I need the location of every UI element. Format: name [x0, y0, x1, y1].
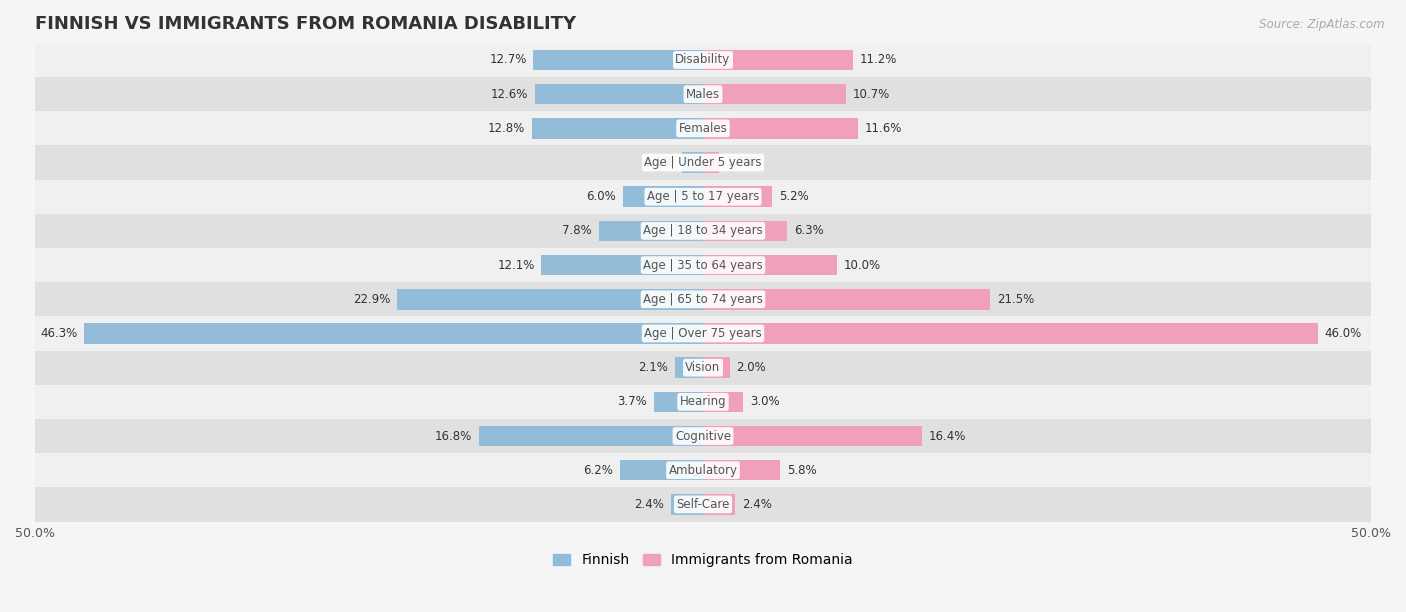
- Text: 12.1%: 12.1%: [498, 259, 534, 272]
- Text: Age | 65 to 74 years: Age | 65 to 74 years: [643, 293, 763, 306]
- Text: 5.2%: 5.2%: [779, 190, 808, 203]
- Bar: [623, 187, 703, 207]
- Text: Females: Females: [679, 122, 727, 135]
- Bar: [541, 255, 703, 275]
- Text: Males: Males: [686, 88, 720, 100]
- Text: Age | Over 75 years: Age | Over 75 years: [644, 327, 762, 340]
- Text: 2.0%: 2.0%: [737, 361, 766, 374]
- Bar: [703, 392, 744, 412]
- Text: 5.8%: 5.8%: [787, 464, 817, 477]
- Text: Age | Under 5 years: Age | Under 5 years: [644, 156, 762, 169]
- Bar: [396, 289, 703, 310]
- Text: 2.4%: 2.4%: [634, 498, 664, 511]
- Bar: [534, 84, 703, 105]
- Text: 22.9%: 22.9%: [353, 293, 391, 306]
- Text: 3.0%: 3.0%: [749, 395, 779, 408]
- Text: 12.8%: 12.8%: [488, 122, 526, 135]
- Bar: [703, 494, 735, 515]
- Bar: [35, 453, 1371, 487]
- Bar: [671, 494, 703, 515]
- Bar: [35, 385, 1371, 419]
- Bar: [675, 357, 703, 378]
- Text: 2.4%: 2.4%: [742, 498, 772, 511]
- Text: Age | 35 to 64 years: Age | 35 to 64 years: [643, 259, 763, 272]
- Text: 12.6%: 12.6%: [491, 88, 529, 100]
- Text: Cognitive: Cognitive: [675, 430, 731, 442]
- Text: 11.2%: 11.2%: [859, 53, 897, 67]
- Bar: [35, 43, 1371, 77]
- Bar: [35, 316, 1371, 351]
- Text: 7.8%: 7.8%: [562, 225, 592, 237]
- Bar: [703, 255, 837, 275]
- Bar: [84, 323, 703, 344]
- Bar: [35, 419, 1371, 453]
- Bar: [35, 214, 1371, 248]
- Bar: [35, 351, 1371, 385]
- Legend: Finnish, Immigrants from Romania: Finnish, Immigrants from Romania: [554, 553, 852, 567]
- Bar: [703, 221, 787, 241]
- Bar: [35, 282, 1371, 316]
- Bar: [703, 426, 922, 446]
- Text: 3.7%: 3.7%: [617, 395, 647, 408]
- Bar: [35, 146, 1371, 180]
- Bar: [703, 187, 772, 207]
- Text: 46.0%: 46.0%: [1324, 327, 1361, 340]
- Text: Vision: Vision: [685, 361, 721, 374]
- Text: 10.7%: 10.7%: [852, 88, 890, 100]
- Text: 16.4%: 16.4%: [929, 430, 966, 442]
- Text: 6.2%: 6.2%: [583, 464, 613, 477]
- Bar: [703, 289, 990, 310]
- Bar: [703, 460, 780, 480]
- Text: FINNISH VS IMMIGRANTS FROM ROMANIA DISABILITY: FINNISH VS IMMIGRANTS FROM ROMANIA DISAB…: [35, 15, 576, 33]
- Bar: [703, 118, 858, 138]
- Text: 1.2%: 1.2%: [725, 156, 755, 169]
- Text: 6.0%: 6.0%: [586, 190, 616, 203]
- Bar: [35, 180, 1371, 214]
- Bar: [35, 248, 1371, 282]
- Text: 16.8%: 16.8%: [434, 430, 472, 442]
- Text: 1.6%: 1.6%: [645, 156, 675, 169]
- Text: 2.1%: 2.1%: [638, 361, 668, 374]
- Text: 6.3%: 6.3%: [794, 225, 824, 237]
- Text: 46.3%: 46.3%: [41, 327, 77, 340]
- Bar: [35, 487, 1371, 521]
- Bar: [703, 357, 730, 378]
- Bar: [703, 152, 718, 173]
- Text: Age | 18 to 34 years: Age | 18 to 34 years: [643, 225, 763, 237]
- Text: Disability: Disability: [675, 53, 731, 67]
- Text: Self-Care: Self-Care: [676, 498, 730, 511]
- Bar: [682, 152, 703, 173]
- Bar: [35, 77, 1371, 111]
- Bar: [620, 460, 703, 480]
- Bar: [35, 111, 1371, 146]
- Text: 11.6%: 11.6%: [865, 122, 903, 135]
- Bar: [599, 221, 703, 241]
- Text: Age | 5 to 17 years: Age | 5 to 17 years: [647, 190, 759, 203]
- Bar: [703, 84, 846, 105]
- Bar: [703, 323, 1317, 344]
- Text: 12.7%: 12.7%: [489, 53, 527, 67]
- Text: 10.0%: 10.0%: [844, 259, 880, 272]
- Text: Source: ZipAtlas.com: Source: ZipAtlas.com: [1260, 18, 1385, 31]
- Bar: [703, 50, 852, 70]
- Bar: [478, 426, 703, 446]
- Text: 21.5%: 21.5%: [997, 293, 1035, 306]
- Text: Hearing: Hearing: [679, 395, 727, 408]
- Bar: [654, 392, 703, 412]
- Bar: [533, 50, 703, 70]
- Text: Ambulatory: Ambulatory: [668, 464, 738, 477]
- Bar: [531, 118, 703, 138]
